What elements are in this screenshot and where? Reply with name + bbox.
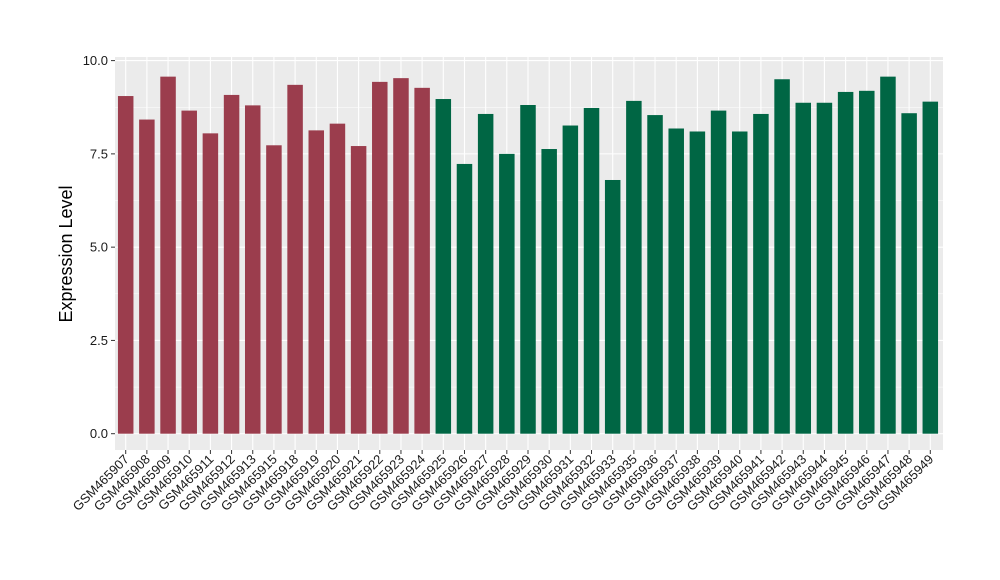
bar-gsm465931 <box>562 125 579 434</box>
bar-gsm465946 <box>859 90 875 434</box>
bar-gsm465938 <box>689 131 706 434</box>
bar-gsm465919 <box>308 130 325 434</box>
bar-gsm465911 <box>202 133 219 434</box>
y-tick-label: 0.0 <box>90 426 108 441</box>
bar-gsm465918 <box>287 84 303 434</box>
bar-gsm465910 <box>181 110 197 434</box>
bar-gsm465943 <box>795 102 812 434</box>
bar-gsm465939 <box>710 110 727 434</box>
bars <box>117 76 939 434</box>
bar-gsm465925 <box>435 99 452 434</box>
bar-gsm465933 <box>604 179 621 434</box>
bar-gsm465915 <box>266 145 282 434</box>
bar-gsm465907 <box>117 96 134 434</box>
bar-gsm465942 <box>774 79 790 434</box>
bar-gsm465932 <box>583 107 600 434</box>
bar-gsm465929 <box>520 105 536 434</box>
bar-gsm465947 <box>880 76 896 434</box>
bar-gsm465921 <box>350 146 367 434</box>
bar-gsm465937 <box>668 128 684 434</box>
y-axis-title: Expression Level <box>56 185 76 322</box>
bar-gsm465941 <box>753 113 769 434</box>
bar-gsm465908 <box>139 119 155 434</box>
bar-gsm465949 <box>922 101 939 434</box>
bar-gsm465944 <box>816 102 833 434</box>
y-tick-label: 2.5 <box>90 333 108 348</box>
y-tick-label: 10.0 <box>83 53 108 68</box>
y-tick-label: 5.0 <box>90 240 108 255</box>
y-tick-label: 7.5 <box>90 146 108 161</box>
bar-gsm465909 <box>160 76 176 434</box>
bar-gsm465930 <box>541 149 557 434</box>
bar-gsm465940 <box>731 131 748 434</box>
bar-gsm465920 <box>329 123 346 434</box>
bar-gsm465912 <box>223 94 240 434</box>
x-axis-ticks: GSM465907GSM465908GSM465909GSM465910GSM4… <box>70 450 936 514</box>
bar-gsm465935 <box>626 100 642 434</box>
bar-gsm465936 <box>647 115 663 434</box>
bar-gsm465924 <box>414 87 430 434</box>
bar-gsm465926 <box>456 163 473 434</box>
bar-gsm465923 <box>393 78 409 434</box>
bar-gsm465928 <box>499 153 515 434</box>
bar-gsm465927 <box>477 113 494 434</box>
bar-gsm465922 <box>372 81 388 434</box>
bar-gsm465913 <box>244 105 261 434</box>
y-axis-ticks: 0.0 2.5 5.0 7.5 10.0 <box>83 53 115 441</box>
bar-gsm465945 <box>837 91 854 434</box>
bar-gsm465948 <box>901 113 917 434</box>
